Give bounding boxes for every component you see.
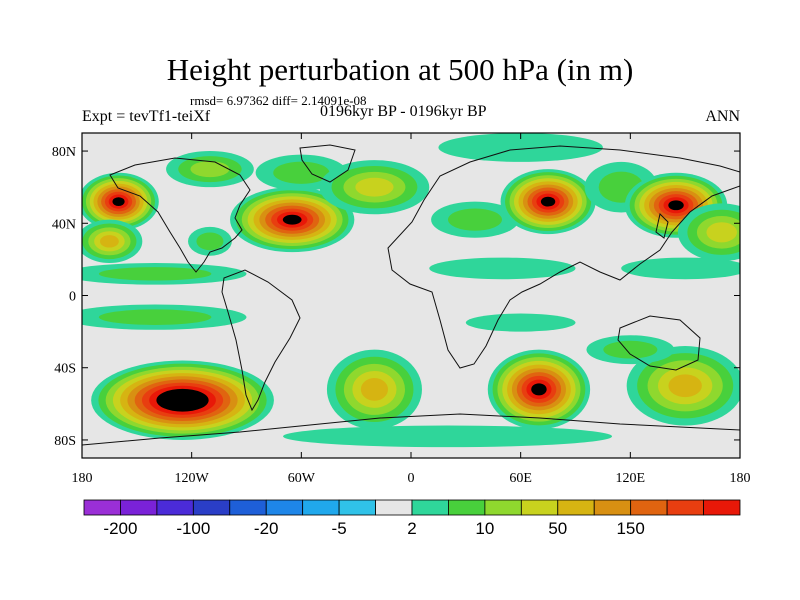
contour-region bbox=[540, 196, 556, 207]
time-label: 0196kyr BP - 0196kyr BP bbox=[320, 103, 487, 120]
colorbar-label: -100 bbox=[176, 519, 210, 538]
contour-region bbox=[668, 200, 684, 211]
x-tick-label: 180 bbox=[730, 471, 751, 486]
coastline-north-america bbox=[109, 157, 251, 273]
colorbar-label: -5 bbox=[332, 519, 347, 538]
colorbar-swatch bbox=[557, 499, 595, 516]
coastline-africa-eurasia bbox=[387, 145, 740, 369]
colorbar-swatch bbox=[192, 499, 231, 516]
colorbar-swatch bbox=[593, 499, 632, 516]
colorbar-swatch bbox=[265, 499, 304, 516]
colorbar-swatch bbox=[630, 499, 668, 516]
colorbar-swatch bbox=[156, 499, 194, 516]
coastline-australia bbox=[617, 315, 701, 371]
colorbar: -200 -100 -20 -5 2 10 50 150 bbox=[83, 499, 741, 538]
contour-region bbox=[621, 257, 740, 280]
contour-region bbox=[196, 232, 224, 251]
colorbar-swatch bbox=[703, 499, 741, 516]
y-tick-label: 0 bbox=[69, 290, 76, 305]
contour-region bbox=[170, 395, 195, 406]
map-axes: 180 120W 60W 0 60E 120E 180 80N 40N 0 40S 80S bbox=[52, 133, 751, 486]
contour-region bbox=[668, 374, 702, 398]
coastline-antarctica bbox=[82, 413, 740, 446]
plot-title: Height perturbation at 500 hPa (in m) bbox=[166, 52, 634, 87]
colorbar-swatch bbox=[120, 499, 158, 516]
season-label: ANN bbox=[705, 108, 740, 125]
colorbar-label: -200 bbox=[103, 519, 137, 538]
colorbar-label: 2 bbox=[407, 519, 416, 538]
colorbar-swatch bbox=[448, 499, 486, 516]
coastline-greenland bbox=[299, 144, 356, 183]
colorbar-swatch bbox=[83, 499, 121, 516]
contour-region bbox=[706, 222, 737, 243]
y-tick-label: 40N bbox=[52, 217, 76, 232]
coastline-south-america bbox=[221, 269, 301, 412]
contour-region bbox=[355, 177, 394, 197]
contour-region bbox=[438, 133, 603, 162]
contour-region bbox=[273, 161, 330, 184]
y-tick-label: 80N bbox=[52, 145, 76, 160]
contour-region bbox=[360, 378, 389, 401]
contour-region bbox=[603, 340, 658, 359]
y-tick-label: 40S bbox=[54, 362, 76, 377]
stats-text: rmsd= 6.97362 diff= 2.14091e-08 bbox=[190, 93, 367, 108]
contour-region bbox=[447, 208, 502, 231]
colorbar-label: 10 bbox=[475, 519, 494, 538]
colorbar-swatch bbox=[484, 499, 522, 516]
x-tick-label: 60E bbox=[509, 471, 532, 486]
x-tick-label: 120W bbox=[175, 471, 210, 486]
x-tick-label: 0 bbox=[408, 471, 415, 486]
coastlines bbox=[82, 144, 740, 446]
contour-region bbox=[531, 383, 547, 396]
coastline-japan bbox=[655, 213, 669, 239]
colorbar-label: 150 bbox=[616, 519, 644, 538]
x-tick-label: 180 bbox=[72, 471, 93, 486]
contour-region bbox=[283, 425, 613, 448]
contour-region bbox=[429, 257, 576, 280]
contour-region bbox=[100, 235, 119, 248]
colorbar-swatch bbox=[666, 499, 704, 516]
colorbar-swatch bbox=[411, 499, 449, 516]
colorbar-label: 50 bbox=[548, 519, 567, 538]
colorbar-label: -20 bbox=[254, 519, 279, 538]
contour-field bbox=[82, 133, 740, 448]
experiment-label: Expt = tevTf1-teiXf bbox=[82, 108, 211, 125]
x-tick-label: 60W bbox=[288, 471, 316, 486]
contour-region bbox=[98, 309, 212, 325]
contour-region bbox=[112, 197, 125, 206]
x-tick-label: 120E bbox=[616, 471, 646, 486]
contour-region bbox=[190, 161, 230, 178]
colorbar-swatch bbox=[375, 499, 413, 516]
colorbar-swatch bbox=[302, 499, 340, 516]
contour-region bbox=[282, 214, 302, 225]
colorbar-swatch bbox=[229, 499, 267, 516]
y-tick-label: 80S bbox=[54, 434, 76, 449]
colorbar-swatch bbox=[338, 499, 376, 516]
contour-region bbox=[98, 267, 212, 281]
colorbar-swatch bbox=[520, 499, 559, 516]
contour-region bbox=[465, 313, 576, 332]
